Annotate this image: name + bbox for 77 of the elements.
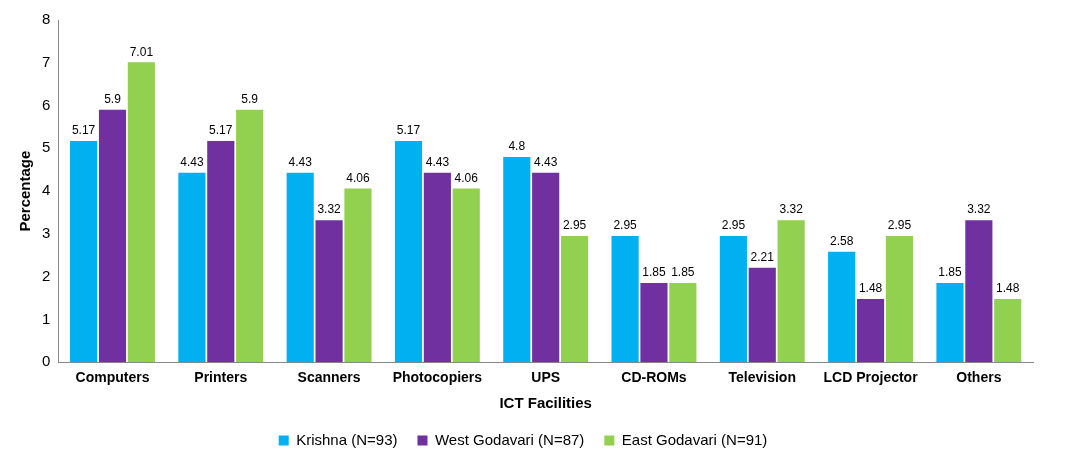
- y-tick-label: 0: [42, 352, 51, 370]
- y-tick-label: 5: [42, 138, 51, 156]
- data-label: 1.85: [642, 265, 666, 280]
- x-tick-label: LCD Projector: [823, 369, 919, 386]
- bar: [394, 141, 423, 363]
- data-label: 1.48: [858, 281, 883, 296]
- data-label: 4.43: [425, 155, 450, 170]
- bar: [344, 188, 372, 363]
- bar: [98, 109, 127, 363]
- bar: [611, 236, 639, 363]
- bar: [560, 236, 589, 363]
- bar: [207, 141, 235, 363]
- x-tick-label: CD-ROMs: [621, 369, 687, 386]
- y-tick-label: 8: [42, 10, 51, 28]
- x-tick-label: Scanners: [297, 369, 361, 386]
- data-label: 2.21: [750, 249, 775, 264]
- y-tick-label: 1: [42, 309, 51, 327]
- y-tick-label: 7: [42, 52, 51, 70]
- data-label: 2.95: [721, 218, 746, 233]
- bar: [885, 236, 914, 363]
- data-label: 2.95: [613, 218, 638, 233]
- x-tick-label: Computers: [75, 369, 150, 386]
- x-tick-label: Printers: [194, 369, 248, 386]
- x-tick-label: Others: [956, 369, 1002, 386]
- bar: [965, 220, 993, 363]
- data-label: 4.43: [288, 155, 313, 170]
- data-label: 1.85: [938, 265, 962, 280]
- bar: [777, 220, 805, 363]
- bar: [286, 172, 314, 363]
- bar: [748, 267, 776, 363]
- bar: [669, 283, 697, 363]
- y-tick-label: 3: [42, 224, 51, 242]
- y-tick-label: 4: [42, 181, 51, 199]
- data-label: 4.06: [454, 170, 479, 185]
- data-label: 5.17: [71, 123, 96, 138]
- bar: [828, 251, 856, 363]
- bar: [856, 298, 885, 363]
- data-label: 3.32: [317, 202, 342, 217]
- bar: [936, 283, 964, 363]
- x-tick-label: Photocopiers: [392, 369, 483, 386]
- data-label: 1.85: [671, 265, 695, 280]
- legend-label: West Godavari (N=87): [434, 430, 585, 448]
- legend-label: East Godavari (N=91): [621, 430, 768, 448]
- bar: [640, 283, 668, 363]
- data-label: 7.01: [129, 44, 154, 59]
- x-axis-title: ICT Facilities: [499, 394, 592, 412]
- data-label: 5.17: [209, 123, 233, 138]
- data-label: 5.9: [241, 92, 259, 107]
- data-label: 4.43: [180, 155, 204, 170]
- bar: [503, 156, 531, 363]
- data-label: 2.58: [830, 234, 854, 249]
- bar: [315, 220, 343, 363]
- data-label: 4.06: [346, 170, 370, 185]
- bar: [452, 188, 480, 363]
- y-axis-title: Percentage: [16, 150, 34, 232]
- data-label: 5.9: [104, 92, 122, 107]
- y-tick-label: 2: [42, 266, 51, 284]
- data-label: 2.95: [887, 218, 912, 233]
- bar: [532, 172, 560, 363]
- data-label: 2.95: [562, 218, 587, 233]
- data-label: 3.32: [779, 202, 804, 217]
- y-tick-label: 6: [42, 95, 51, 113]
- x-tick-label: UPS: [531, 369, 561, 386]
- bar: [719, 236, 747, 363]
- data-label: 5.17: [396, 123, 421, 138]
- bar: [178, 172, 206, 363]
- legend-label: Krishna (N=93): [296, 430, 398, 448]
- bar: [236, 109, 264, 363]
- data-label: 4.8: [508, 139, 526, 154]
- bar: [994, 298, 1022, 363]
- x-tick-label: Television: [728, 369, 796, 386]
- data-label: 3.32: [967, 202, 991, 217]
- bar: [70, 141, 98, 363]
- bar: [127, 62, 155, 363]
- data-label: 4.43: [533, 155, 558, 170]
- bar: [423, 172, 451, 363]
- data-label: 1.48: [996, 281, 1020, 296]
